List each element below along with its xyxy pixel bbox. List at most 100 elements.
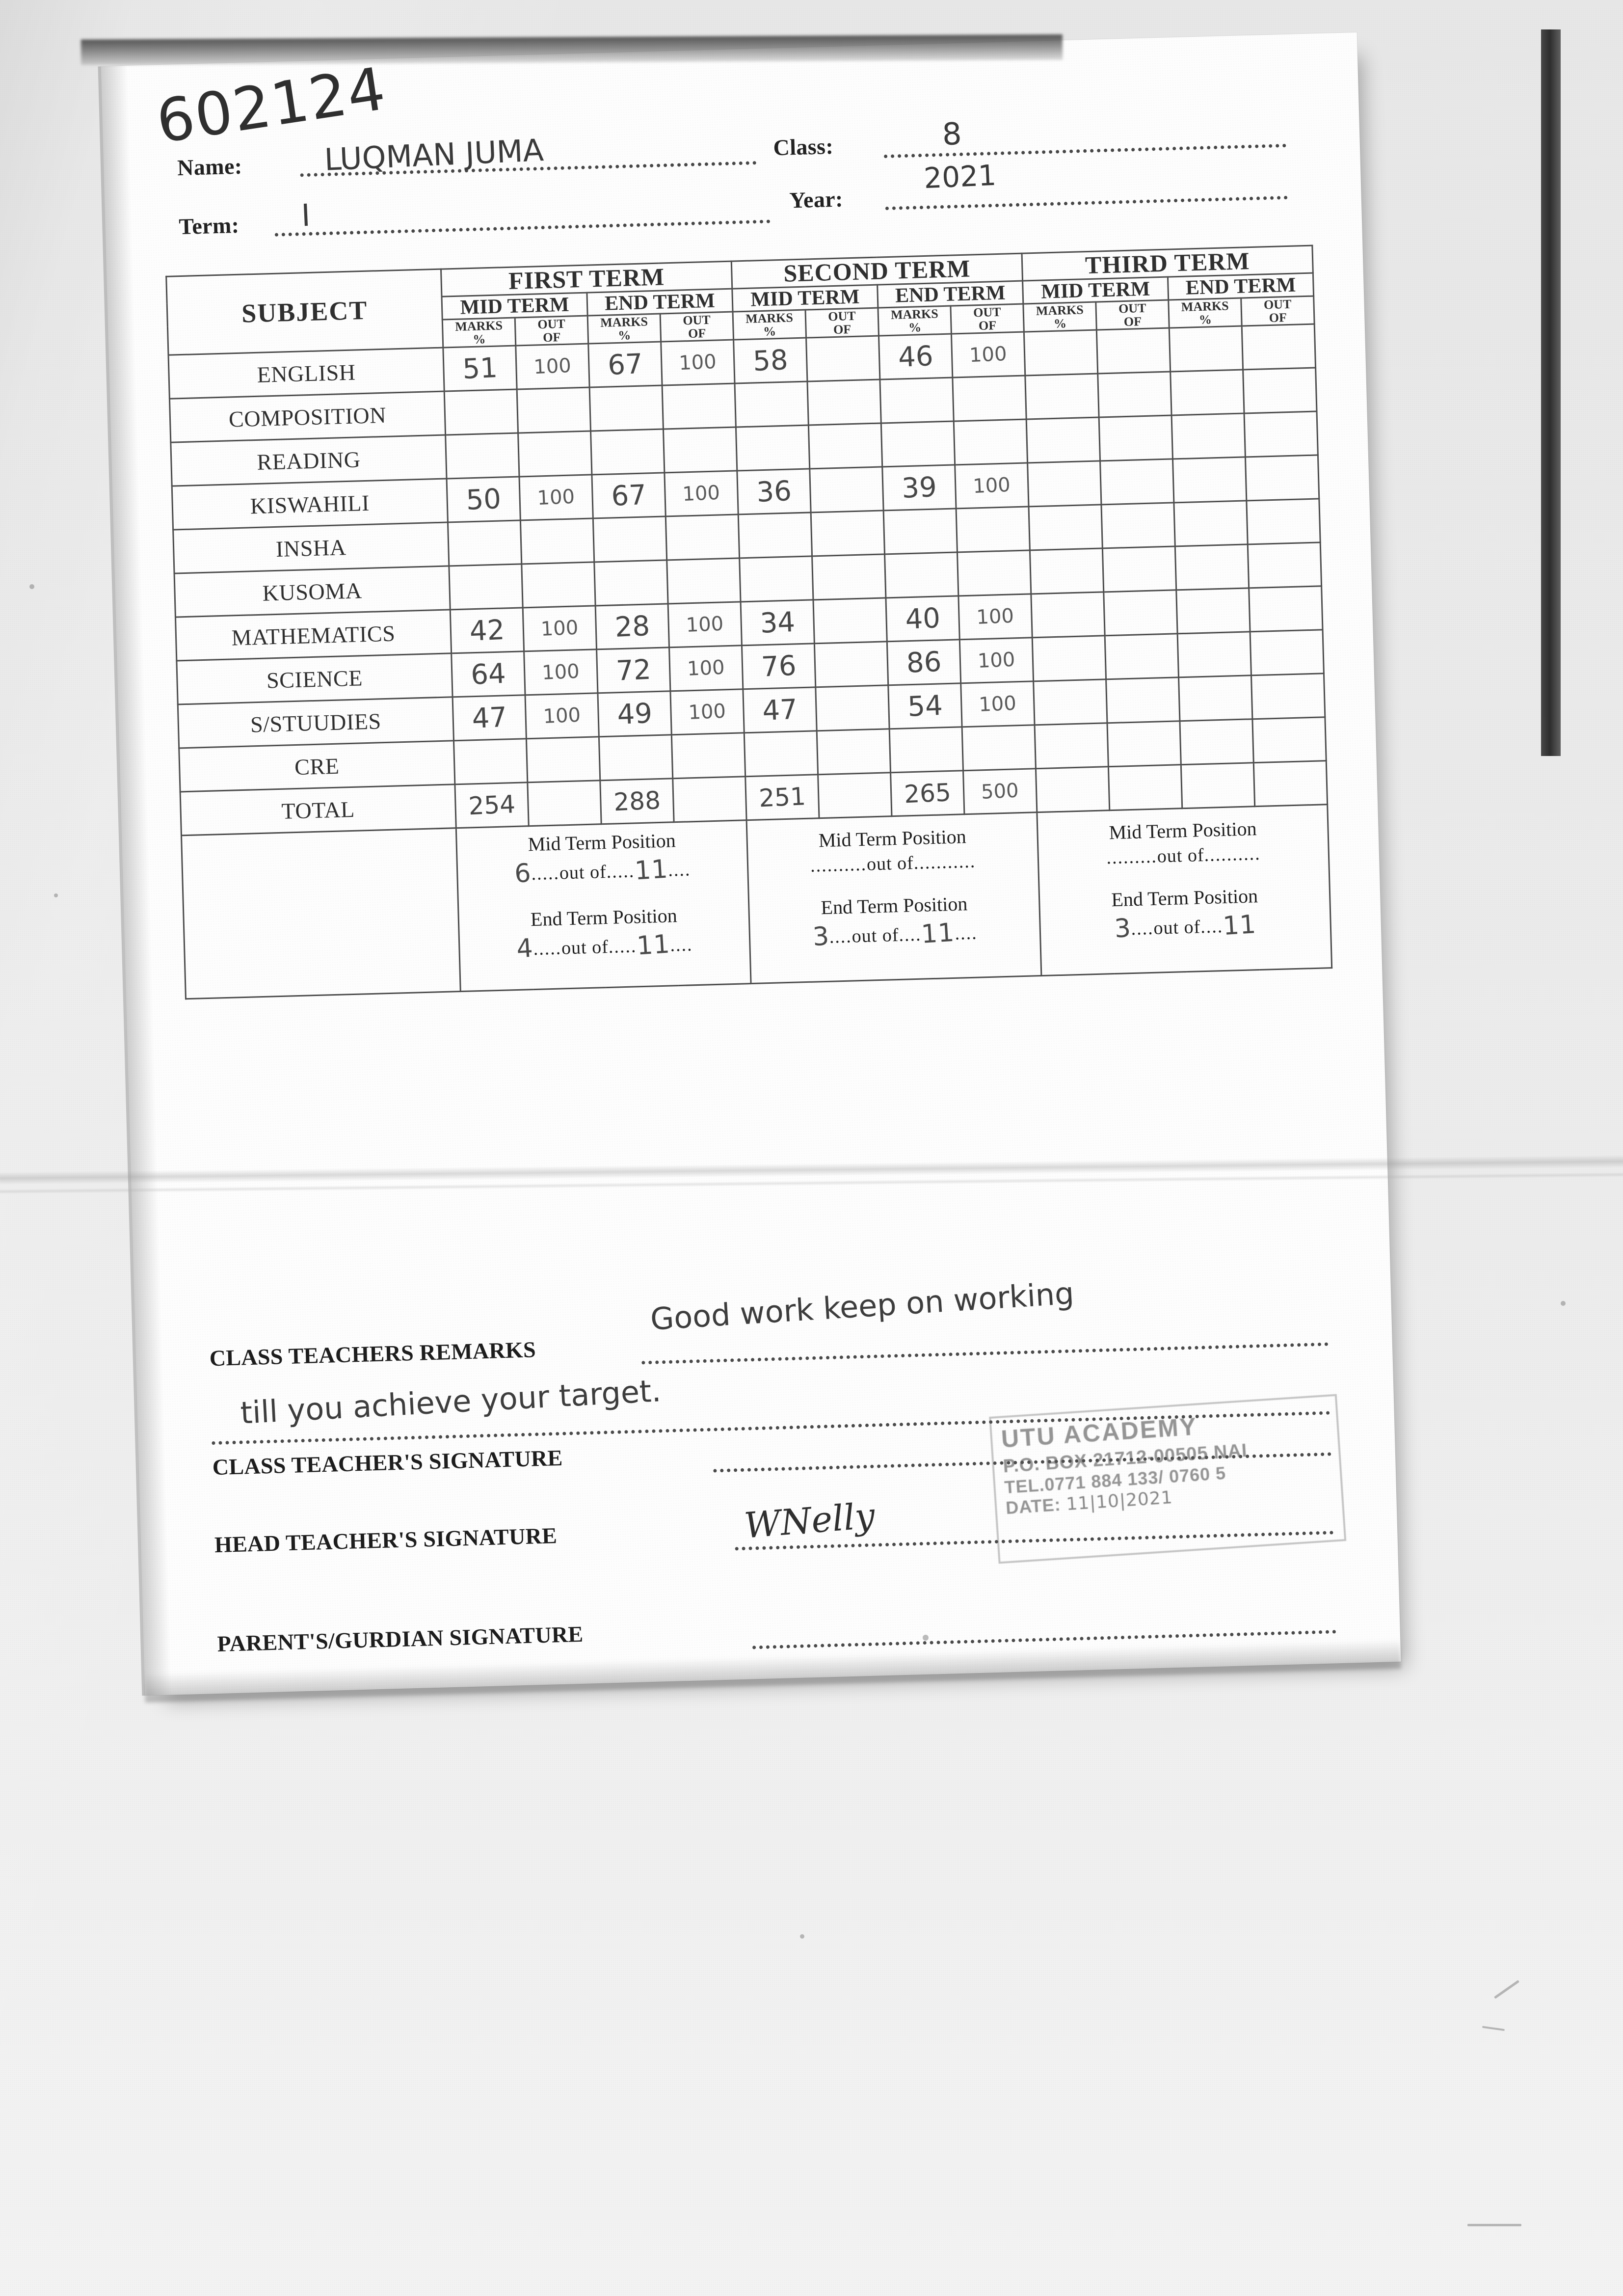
mark-cell-t2-mid-marks xyxy=(736,425,810,471)
subject-cell: S/STUUDIES xyxy=(178,697,454,749)
mark-cell-t2-mid-marks xyxy=(735,381,809,428)
t3-end-marks-header: MARKS% xyxy=(1168,297,1242,328)
t2-mid-position-label: Mid Term Position xyxy=(818,825,967,852)
mark-cell-t3-mid-out xyxy=(1106,677,1180,723)
scan-speck xyxy=(923,1635,929,1641)
mark-cell-t1-end-out: 100 xyxy=(670,689,745,735)
t1-mid-position-value: 6.....out of.....11.... xyxy=(513,854,691,889)
mark-value: 28 xyxy=(614,610,651,644)
class-label: Class: xyxy=(772,133,834,161)
mark-cell-t1-mid-out xyxy=(527,780,602,826)
head-teacher-signature-value: WNelly xyxy=(743,1494,877,1546)
t1-end-term-header: END TERM xyxy=(586,288,733,316)
mark-cell-t2-end-out: 500 xyxy=(963,768,1037,814)
scan-smudge xyxy=(80,34,1063,65)
subject-cell: KUSOMA xyxy=(174,566,451,618)
mark-cell-t2-end-out xyxy=(956,507,1030,553)
scan-mark xyxy=(1467,2224,1521,2226)
name-label: Name: xyxy=(177,153,243,181)
mark-cell-t2-mid-marks: 76 xyxy=(742,644,816,689)
marks-table: SUBJECT FIRST TERM SECOND TERM THIRD TER… xyxy=(165,245,1332,1000)
mark-cell-t2-end-marks xyxy=(889,727,963,773)
mark-cell-t3-mid-out xyxy=(1101,503,1175,549)
mark-value: 40 xyxy=(905,602,941,636)
year-dotted-line xyxy=(885,193,1288,211)
mark-value: 86 xyxy=(905,646,942,679)
scan-speck xyxy=(29,584,34,589)
t1-end-outof-header: OUT OF xyxy=(660,311,734,342)
mark-cell-t2-end-marks: 40 xyxy=(885,596,960,642)
mark-value: 72 xyxy=(615,653,652,687)
mark-value: 100 xyxy=(978,692,1017,717)
mark-value: 100 xyxy=(972,473,1011,498)
mark-value: 100 xyxy=(977,648,1016,673)
mark-value: 500 xyxy=(981,779,1019,804)
mark-cell-t3-end-out xyxy=(1251,673,1325,719)
mark-cell-t2-end-marks xyxy=(883,509,958,555)
term-value: I xyxy=(300,197,311,234)
mark-cell-t1-mid-out xyxy=(520,518,594,565)
mark-cell-t2-end-marks: 86 xyxy=(887,640,961,685)
mark-value: 100 xyxy=(969,343,1008,367)
mark-cell-t3-mid-marks xyxy=(1031,592,1105,638)
mark-value: 265 xyxy=(903,778,952,809)
mark-cell-t1-mid-marks: 64 xyxy=(451,651,526,698)
mark-cell-t3-end-out xyxy=(1245,455,1319,501)
mark-cell-t3-end-marks xyxy=(1172,457,1247,503)
t2-mid-term-header: MID TERM xyxy=(732,284,878,312)
mark-cell-t1-mid-out xyxy=(517,387,591,433)
mark-cell-t3-end-marks xyxy=(1175,544,1249,591)
term-dotted-line xyxy=(274,217,771,237)
subject-cell: SCIENCE xyxy=(176,653,453,705)
mark-cell-t2-end-marks: 39 xyxy=(882,465,957,511)
mark-cell-t1-mid-out: 100 xyxy=(524,649,598,696)
school-rubber-stamp: UTU ACADEMY P.O. BOX 21712-00505 NAI TEL… xyxy=(989,1394,1347,1564)
mark-cell-t2-mid-out xyxy=(814,642,888,687)
mark-cell-t2-mid-out xyxy=(808,423,882,469)
mark-value: 100 xyxy=(688,700,727,725)
parent-signature-label: PARENT'S/GURDIAN SIGNATURE xyxy=(216,1621,584,1656)
signature-section: CLASS TEACHERS REMARKS Good work keep on… xyxy=(209,1275,1347,1659)
mark-cell-t1-end-marks xyxy=(594,560,668,606)
mark-cell-t1-mid-marks xyxy=(445,433,519,479)
mark-cell-t1-mid-out: 100 xyxy=(523,606,597,652)
mark-cell-t3-mid-marks xyxy=(1027,461,1102,507)
third-term-position-box: Mid Term Position .........out of.......… xyxy=(1037,804,1332,976)
mark-cell-t3-end-marks xyxy=(1176,588,1251,634)
t3-end-outof-header: OUT OF xyxy=(1241,296,1315,326)
mark-cell-t1-end-out xyxy=(662,383,736,430)
t2-end-position-value: 3....out of....11.... xyxy=(811,918,978,952)
t1-mid-marks-header: MARKS% xyxy=(442,317,516,348)
mark-cell-t1-end-marks: 67 xyxy=(591,473,666,519)
mark-cell-t3-end-out xyxy=(1250,629,1324,675)
mark-cell-t2-mid-marks xyxy=(744,730,818,777)
mark-cell-t1-end-marks xyxy=(590,429,665,475)
mark-cell-t3-mid-marks xyxy=(1035,723,1109,769)
mark-cell-t1-end-out: 100 xyxy=(668,602,742,648)
t2-end-marks-header: MARKS% xyxy=(878,305,952,336)
class-value: 8 xyxy=(941,115,962,153)
mark-cell-t2-end-out: 100 xyxy=(960,681,1035,727)
t3-end-term-header: END TERM xyxy=(1168,272,1314,300)
mark-cell-t3-end-out xyxy=(1244,411,1318,458)
mark-cell-t2-end-marks: 46 xyxy=(878,334,953,380)
mark-value: 288 xyxy=(613,786,661,817)
mark-value: 100 xyxy=(678,351,718,375)
mark-cell-t3-mid-marks xyxy=(1030,548,1104,594)
mark-cell-t3-end-marks xyxy=(1181,762,1255,809)
mark-cell-t1-mid-out xyxy=(526,736,600,783)
mark-cell-t2-mid-out xyxy=(818,772,892,818)
mark-value: 34 xyxy=(759,606,796,640)
t3-mid-position-value: .........out of.......... xyxy=(1106,843,1261,868)
mark-cell-t1-end-marks: 67 xyxy=(588,342,663,388)
mark-value: 46 xyxy=(897,340,934,374)
mark-cell-t2-end-out xyxy=(952,376,1027,422)
year-label: Year: xyxy=(789,186,844,213)
stamp-date-label: DATE: xyxy=(1005,1494,1062,1518)
mark-cell-t2-end-marks: 265 xyxy=(890,770,964,816)
t1-end-marks-header: MARKS% xyxy=(587,313,661,344)
year-value: 2021 xyxy=(923,158,997,195)
position-section: Mid Term Position 6.....out of.....11...… xyxy=(181,804,1332,999)
t2-end-position-label: End Term Position xyxy=(821,892,968,919)
subject-cell: CRE xyxy=(179,740,455,792)
